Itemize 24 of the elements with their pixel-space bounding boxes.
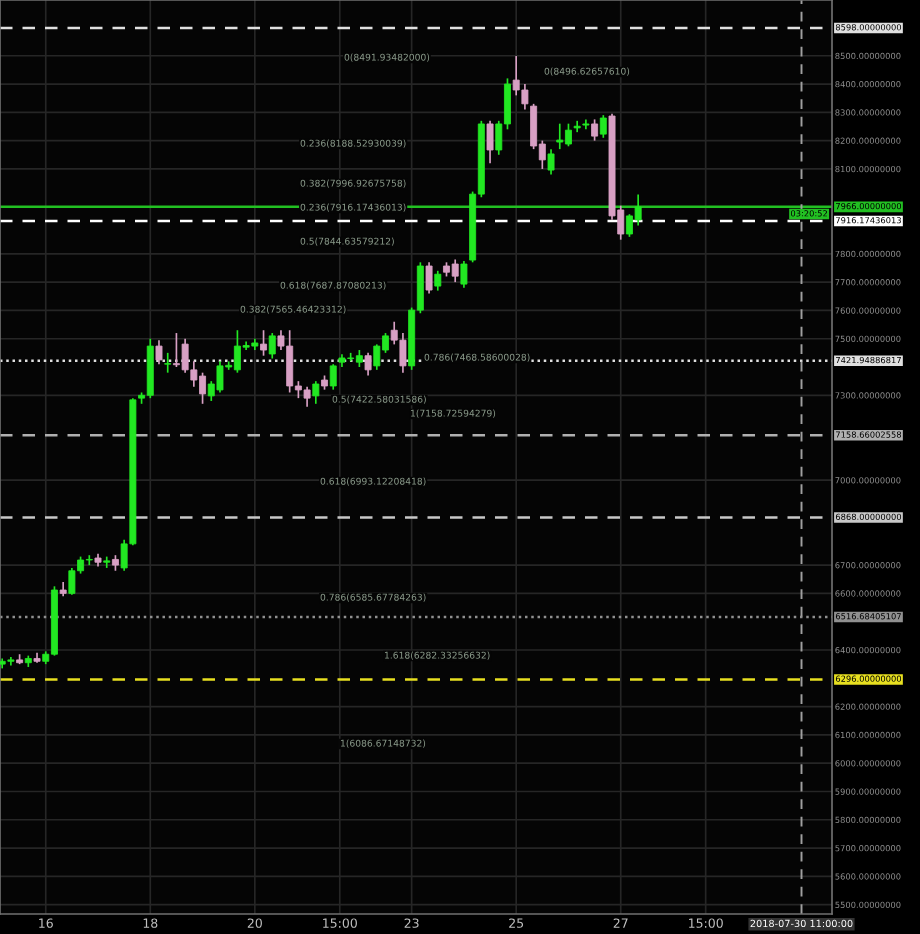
candlestick	[373, 343, 381, 371]
candlestick	[591, 118, 599, 142]
candlestick	[451, 258, 459, 283]
candlestick	[425, 261, 433, 295]
candlestick	[85, 554, 93, 566]
candlestick	[68, 567, 76, 596]
candlestick	[634, 193, 642, 227]
candlestick	[564, 122, 572, 148]
candlestick	[312, 380, 320, 405]
candlestick	[547, 148, 555, 176]
candlestick	[260, 329, 268, 357]
candlestick	[486, 119, 494, 165]
candlestick	[268, 332, 276, 360]
candlestick	[434, 269, 442, 292]
candlestick	[329, 363, 337, 391]
candlestick	[364, 352, 372, 377]
candlestick	[155, 339, 163, 366]
candlestick	[216, 360, 224, 394]
candlestick	[460, 260, 468, 289]
candlestick	[164, 352, 172, 374]
candlestick	[556, 122, 564, 150]
candlestick	[303, 385, 311, 408]
candlestick	[399, 332, 407, 374]
candlestick	[599, 114, 607, 139]
